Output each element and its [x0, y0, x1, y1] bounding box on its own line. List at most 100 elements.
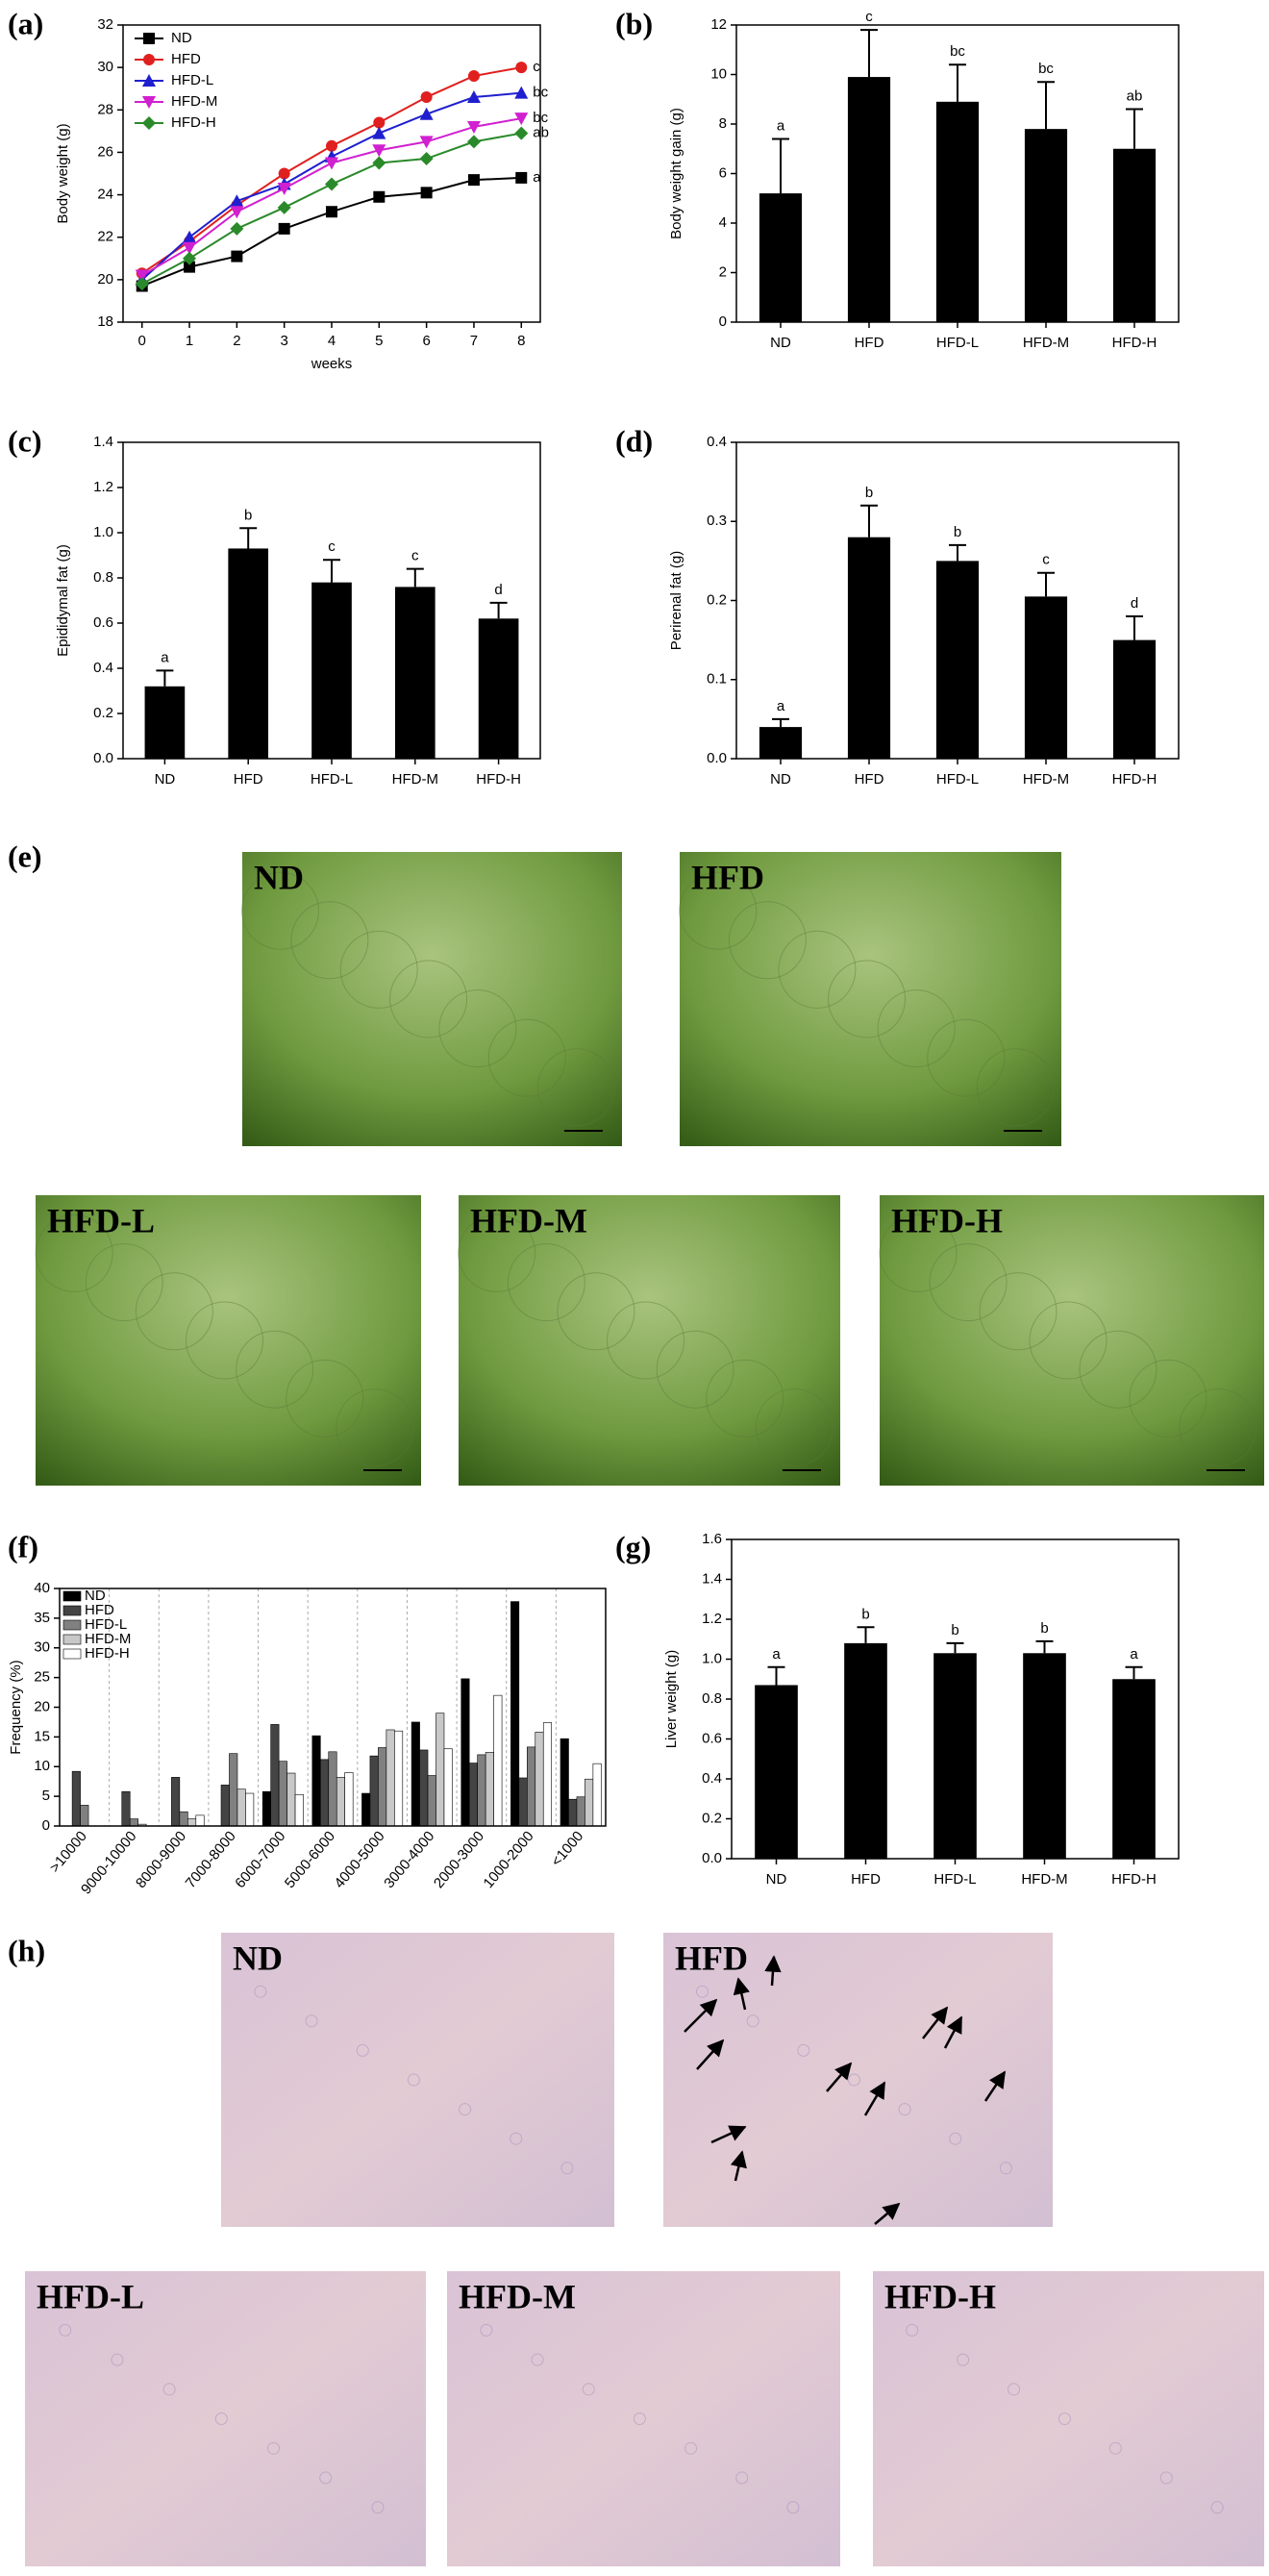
cell-texture [877, 989, 956, 1068]
bar [336, 1777, 346, 1827]
cell-texture [1129, 1359, 1207, 1438]
error-bar [949, 63, 966, 102]
point [515, 171, 528, 184]
significance-label: b [1040, 1620, 1048, 1637]
cell-texture [162, 2383, 176, 2396]
x-tick-label: HFD-H [476, 771, 521, 788]
x-tick-label: 8000-9000 [133, 1828, 189, 1891]
legend-label: HFD-H [85, 1645, 130, 1662]
cell-texture [1108, 2441, 1122, 2455]
panel-label: (c) [8, 423, 42, 458]
cell-texture [371, 2501, 385, 2514]
cell-texture [537, 1048, 616, 1127]
cell-texture [305, 2014, 318, 2028]
bar [187, 1818, 197, 1827]
significance-label: a [1130, 1646, 1138, 1663]
y-tick-label: 25 [34, 1669, 50, 1686]
plot-frame [122, 24, 541, 323]
point [372, 126, 386, 139]
cell-texture [706, 1359, 784, 1438]
point [466, 120, 481, 134]
point [278, 167, 290, 180]
significance-label: c [865, 9, 873, 25]
point [514, 86, 529, 99]
y-tick-label: 28 [97, 101, 113, 117]
cell-texture [336, 1388, 414, 1467]
y-tick-label: 1.0 [93, 524, 113, 540]
y-tick-label: 40 [34, 1580, 50, 1596]
y-tick-label: 0.4 [707, 434, 727, 450]
bar [1024, 596, 1068, 759]
point [135, 269, 149, 283]
bar [171, 1777, 181, 1827]
error-bar [949, 543, 966, 562]
cell-texture [35, 1213, 113, 1292]
significance-label: d [494, 582, 502, 598]
significance-label: b [951, 1622, 958, 1638]
cell-texture [286, 1359, 364, 1438]
bar [585, 1778, 594, 1827]
image-label: HFD-L [47, 1201, 155, 1239]
cell-texture [999, 2162, 1012, 2175]
x-tick-label: HFD-L [311, 771, 353, 788]
cell-texture [531, 2353, 544, 2366]
point [467, 69, 480, 82]
y-tick-label: 1.2 [702, 1611, 722, 1627]
bar [229, 1753, 238, 1827]
bar [144, 686, 186, 759]
image-label: HFD [691, 858, 764, 896]
bar [933, 1653, 977, 1859]
cell-texture [696, 1985, 709, 1998]
cell-texture [735, 2471, 749, 2485]
significance-label: d [1131, 595, 1138, 612]
y-tick-label: 5 [42, 1788, 50, 1804]
bar [1023, 1653, 1066, 1859]
x-tick-label: HFD-H [1111, 1871, 1157, 1888]
y-tick-label: 0.0 [707, 750, 727, 766]
bar [278, 1761, 287, 1827]
error-bar [946, 1641, 964, 1654]
legend-label: ND [85, 1588, 106, 1604]
micrograph [880, 1195, 1264, 1486]
y-tick-label: 8 [719, 115, 727, 132]
bar [286, 1772, 296, 1827]
point [135, 277, 149, 291]
cell-texture [438, 989, 517, 1068]
point [466, 90, 481, 104]
point [326, 206, 337, 218]
x-tick-label: 2 [233, 333, 240, 349]
x-tick-label: >10000 [46, 1828, 89, 1876]
cell-texture [59, 2323, 72, 2337]
cell-texture [879, 1213, 958, 1292]
y-tick-label: 22 [97, 229, 113, 245]
cell-texture [582, 2383, 595, 2396]
point [277, 182, 291, 195]
legend-label: HFD-L [171, 72, 213, 88]
legend-marker [142, 74, 156, 87]
significance-label: a [533, 169, 541, 186]
cell-texture [267, 2441, 281, 2455]
bar [1112, 1679, 1156, 1859]
bar [535, 1732, 544, 1827]
bar [311, 1735, 321, 1827]
bar [560, 1738, 569, 1827]
cell-texture [728, 901, 807, 980]
cell-texture [480, 2323, 493, 2337]
y-axis-label: Frequency (%) [8, 1660, 24, 1754]
point [184, 261, 196, 273]
cell-texture [356, 2043, 369, 2057]
bar [369, 1755, 379, 1827]
x-tick-label: <1000 [548, 1828, 586, 1869]
error-bar [1035, 1639, 1054, 1654]
y-axis-label: Perirenal fat (g) [668, 551, 684, 650]
cell-texture [557, 1272, 635, 1351]
y-tick-label: 10 [34, 1758, 50, 1774]
bar [80, 1805, 89, 1827]
y-tick-label: 0 [719, 313, 727, 330]
y-tick-label: 0.1 [707, 671, 727, 688]
y-tick-label: 0.3 [707, 513, 727, 529]
bar [121, 1790, 131, 1827]
bar [435, 1713, 445, 1827]
bar [394, 587, 435, 759]
panel-label: (a) [8, 6, 43, 40]
